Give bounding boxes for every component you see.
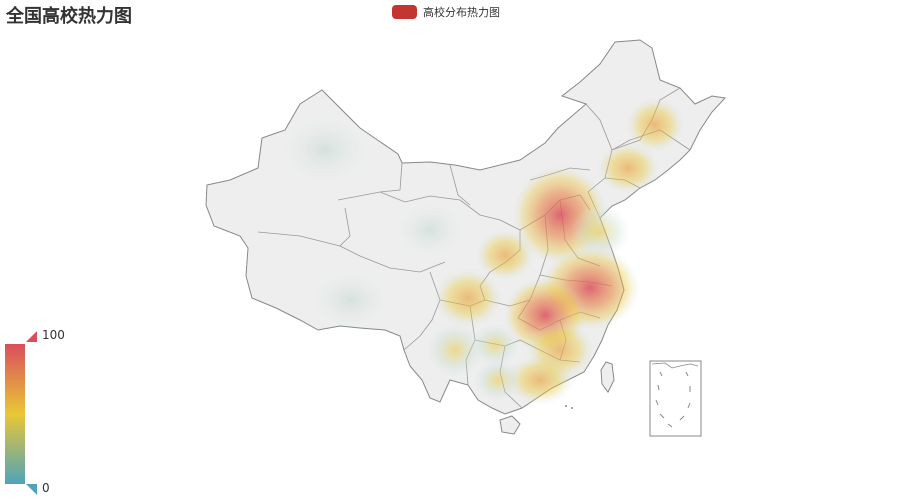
- visual-map-min-handle[interactable]: [26, 484, 37, 495]
- heat-spot-guangdong: [505, 355, 575, 405]
- heat-spot-yunnan: [425, 322, 485, 378]
- taiwan-island[interactable]: [600, 361, 615, 393]
- legend-swatch: [392, 5, 417, 19]
- chart-title: 全国高校热力图: [6, 6, 132, 27]
- legend-item[interactable]: 高校分布热力图: [392, 4, 500, 20]
- island-dot: [565, 405, 567, 407]
- island-dot: [571, 407, 573, 409]
- heat-spot-xinjiang: [280, 115, 370, 185]
- heat-spot-guizhou: [470, 323, 520, 367]
- legend-label: 高校分布热力图: [423, 6, 500, 19]
- heat-spot-shandong: [570, 204, 630, 260]
- visual-map-max-label: 100: [42, 328, 65, 342]
- visual-map-max-handle[interactable]: [26, 331, 37, 342]
- heat-spot-tibet: [310, 270, 390, 330]
- visual-map[interactable]: 100 0: [0, 325, 80, 500]
- heat-spot-heilongjiang: [625, 97, 685, 153]
- visual-map-gradient-bar[interactable]: [5, 344, 25, 484]
- heat-spot-liaoning: [596, 142, 660, 194]
- hainan-island[interactable]: [499, 415, 521, 435]
- heat-spot-sichuan: [433, 268, 503, 328]
- heatmap-layer: [280, 97, 685, 405]
- south-china-sea-inset[interactable]: [649, 360, 702, 437]
- visual-map-min-label: 0: [42, 481, 50, 495]
- heat-spot-qinghai: [395, 202, 465, 258]
- heat-spot-shaanxi: [475, 229, 535, 281]
- heat-spot-guangxi: [473, 358, 523, 402]
